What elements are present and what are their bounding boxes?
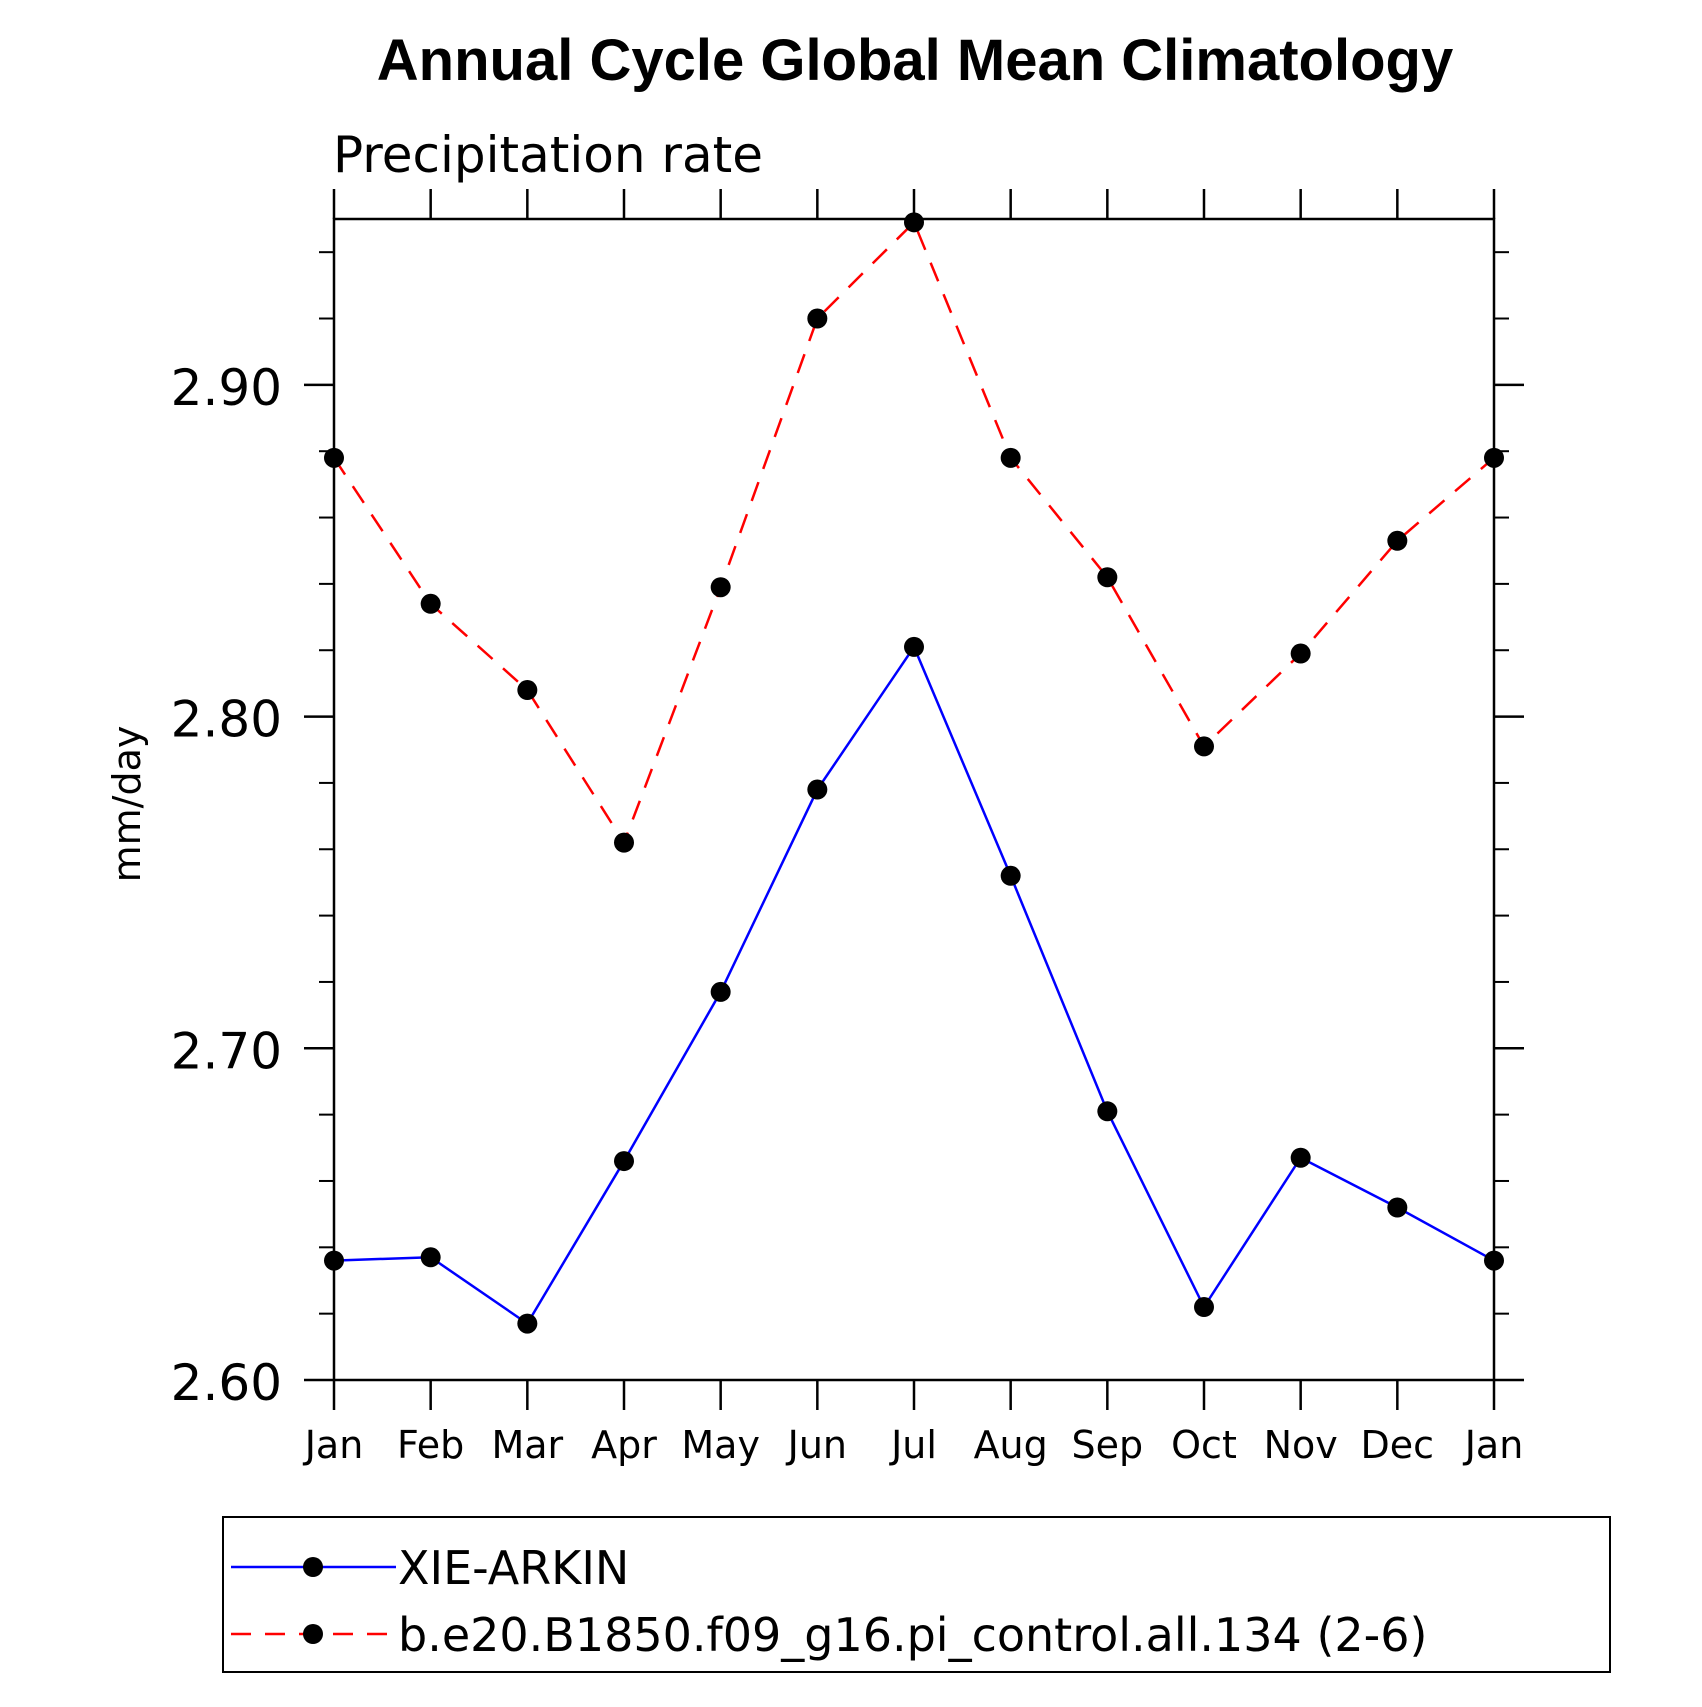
data-point: [1387, 1197, 1408, 1218]
data-point: [1194, 736, 1214, 757]
x-tick-label: Jan: [1463, 1423, 1524, 1467]
data-point: [1387, 530, 1408, 551]
chart-subtitle: Precipitation rate: [333, 126, 763, 184]
data-point: [324, 447, 344, 468]
chart-title: Annual Cycle Global Mean Climatology: [377, 28, 1453, 93]
data-point: [1097, 1101, 1118, 1122]
x-tick-label: Apr: [591, 1423, 657, 1467]
x-tick-label: May: [681, 1423, 760, 1467]
y-tick-label: 2.60: [171, 1354, 282, 1412]
x-tick-label: Oct: [1171, 1423, 1237, 1467]
x-tick-label: Jun: [786, 1423, 847, 1467]
data-point: [1290, 643, 1311, 664]
data-point: [710, 981, 731, 1002]
legend-label-2: b.e20.B1850.f09_g16.pi_control.all.134 (…: [398, 1608, 1427, 1662]
x-tick-label: Aug: [974, 1423, 1048, 1467]
plot-area: Jan Feb Mar Apr May Jun Jul Aug Sep Oct Nov Dec Jan 2…: [171, 189, 1524, 1467]
data-point: [1484, 447, 1504, 468]
data-point: [1000, 447, 1021, 468]
data-point: [807, 779, 828, 800]
x-tick-label: Mar: [491, 1423, 563, 1467]
data-point: [710, 577, 731, 598]
x-tick-label: Feb: [397, 1423, 464, 1467]
legend-marker: [303, 1624, 323, 1644]
x-tick-label: Jan: [303, 1423, 364, 1467]
data-point: [1000, 865, 1021, 886]
data-point: [1484, 1250, 1504, 1271]
data-point: [1194, 1297, 1214, 1318]
x-tick-label: Nov: [1264, 1423, 1338, 1467]
data-point: [517, 1313, 538, 1334]
y-tick-label: 2.80: [171, 691, 282, 749]
x-tick-label: Sep: [1072, 1423, 1144, 1467]
y-tick-label: 2.70: [171, 1022, 282, 1080]
data-point: [324, 1250, 344, 1271]
data-point: [420, 593, 441, 614]
data-point: [1097, 567, 1118, 588]
x-tick-label: Dec: [1361, 1423, 1435, 1467]
data-point: [904, 636, 924, 657]
data-point: [614, 832, 634, 853]
data-point: [420, 1247, 441, 1268]
y-tick-label: 2.90: [171, 359, 282, 417]
data-point: [807, 308, 828, 329]
y-axis-label: mm/day: [105, 726, 149, 883]
legend-label-1: XIE-ARKIN: [398, 1541, 629, 1595]
data-point: [517, 680, 538, 701]
legend-marker: [303, 1557, 323, 1577]
data-point: [1290, 1147, 1311, 1168]
data-point: [904, 212, 924, 233]
data-point: [614, 1151, 634, 1172]
legend: XIE-ARKIN b.e20.B1850.f09_g16.pi_control.…: [222, 1516, 1611, 1673]
x-tick-label: Jul: [889, 1423, 937, 1467]
legend-box: [222, 1516, 1611, 1673]
